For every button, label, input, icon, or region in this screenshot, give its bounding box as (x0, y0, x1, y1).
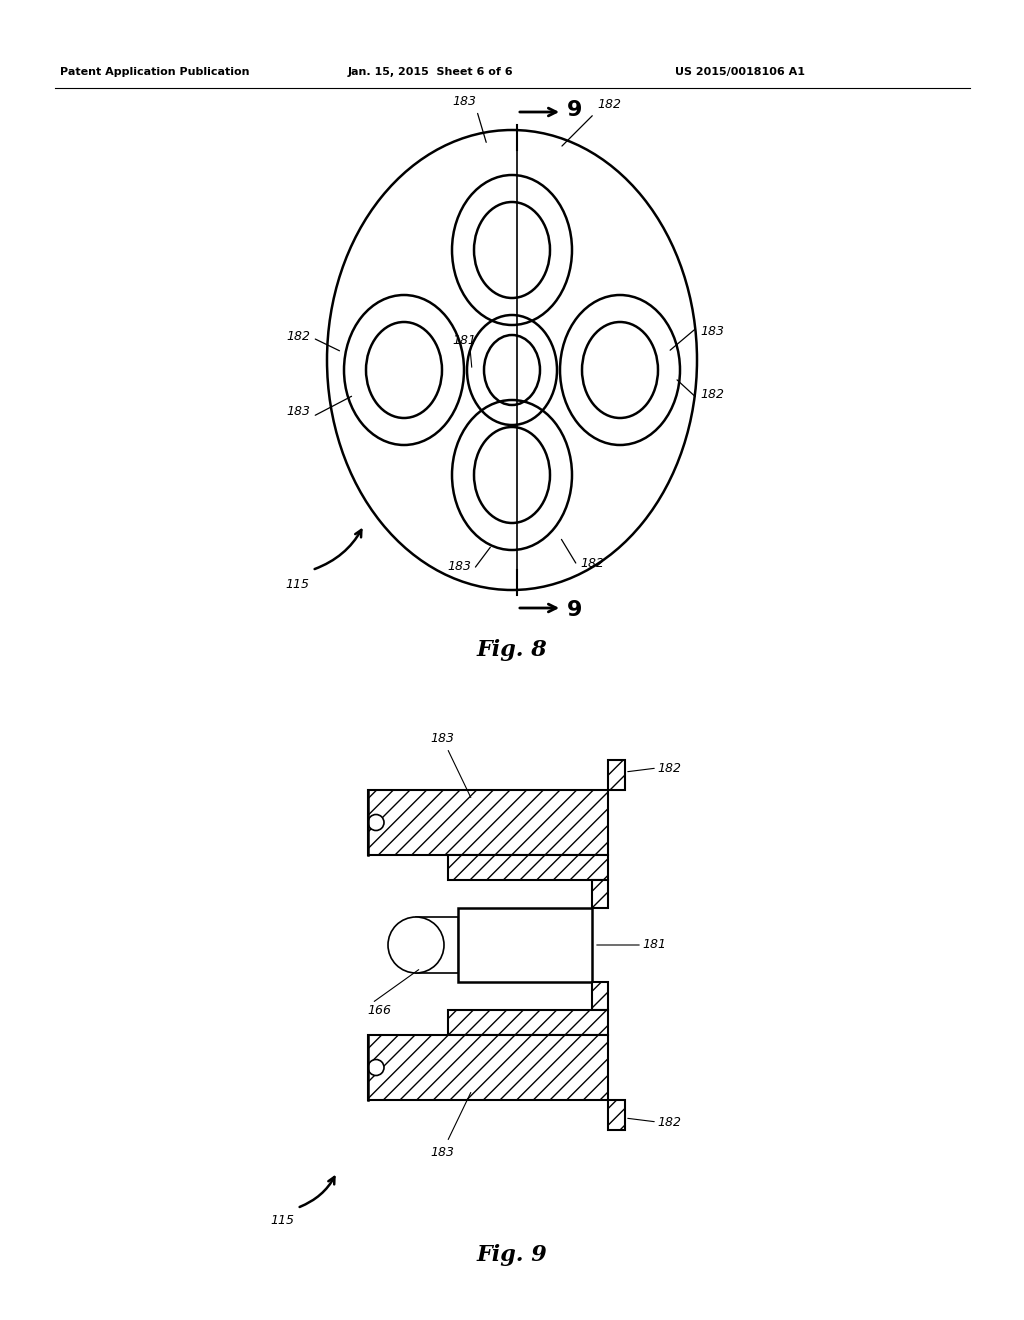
Text: 183: 183 (286, 396, 351, 418)
Text: 9: 9 (567, 601, 583, 620)
Text: 183: 183 (430, 731, 454, 744)
Polygon shape (608, 1100, 625, 1130)
Text: 182: 182 (561, 540, 604, 570)
Polygon shape (368, 1035, 608, 1100)
Text: 181: 181 (452, 334, 476, 346)
Polygon shape (416, 917, 458, 973)
Text: 183: 183 (452, 95, 486, 143)
Text: Fig. 8: Fig. 8 (476, 639, 548, 661)
Circle shape (368, 1060, 384, 1076)
Polygon shape (458, 908, 592, 982)
Polygon shape (592, 982, 608, 1010)
Polygon shape (608, 760, 625, 789)
Text: 183: 183 (447, 548, 490, 573)
Polygon shape (449, 1010, 608, 1035)
Circle shape (368, 814, 384, 830)
Polygon shape (449, 855, 608, 880)
Text: 183: 183 (670, 325, 724, 350)
Text: 115: 115 (270, 1213, 294, 1226)
Text: 115: 115 (285, 578, 309, 591)
Text: 181: 181 (642, 939, 666, 952)
Text: 182: 182 (657, 762, 681, 775)
Text: Jan. 15, 2015  Sheet 6 of 6: Jan. 15, 2015 Sheet 6 of 6 (347, 67, 513, 77)
Text: 182: 182 (562, 98, 621, 147)
Text: 183: 183 (430, 1146, 454, 1159)
Polygon shape (368, 789, 608, 855)
Text: US 2015/0018106 A1: US 2015/0018106 A1 (675, 67, 805, 77)
Text: 182: 182 (286, 330, 340, 351)
Text: 182: 182 (657, 1115, 681, 1129)
Circle shape (388, 917, 444, 973)
Text: 166: 166 (367, 1003, 391, 1016)
Text: Fig. 9: Fig. 9 (476, 1243, 548, 1266)
Text: Patent Application Publication: Patent Application Publication (60, 67, 250, 77)
Text: 182: 182 (677, 380, 724, 401)
Polygon shape (592, 880, 608, 908)
Text: 9: 9 (567, 100, 583, 120)
